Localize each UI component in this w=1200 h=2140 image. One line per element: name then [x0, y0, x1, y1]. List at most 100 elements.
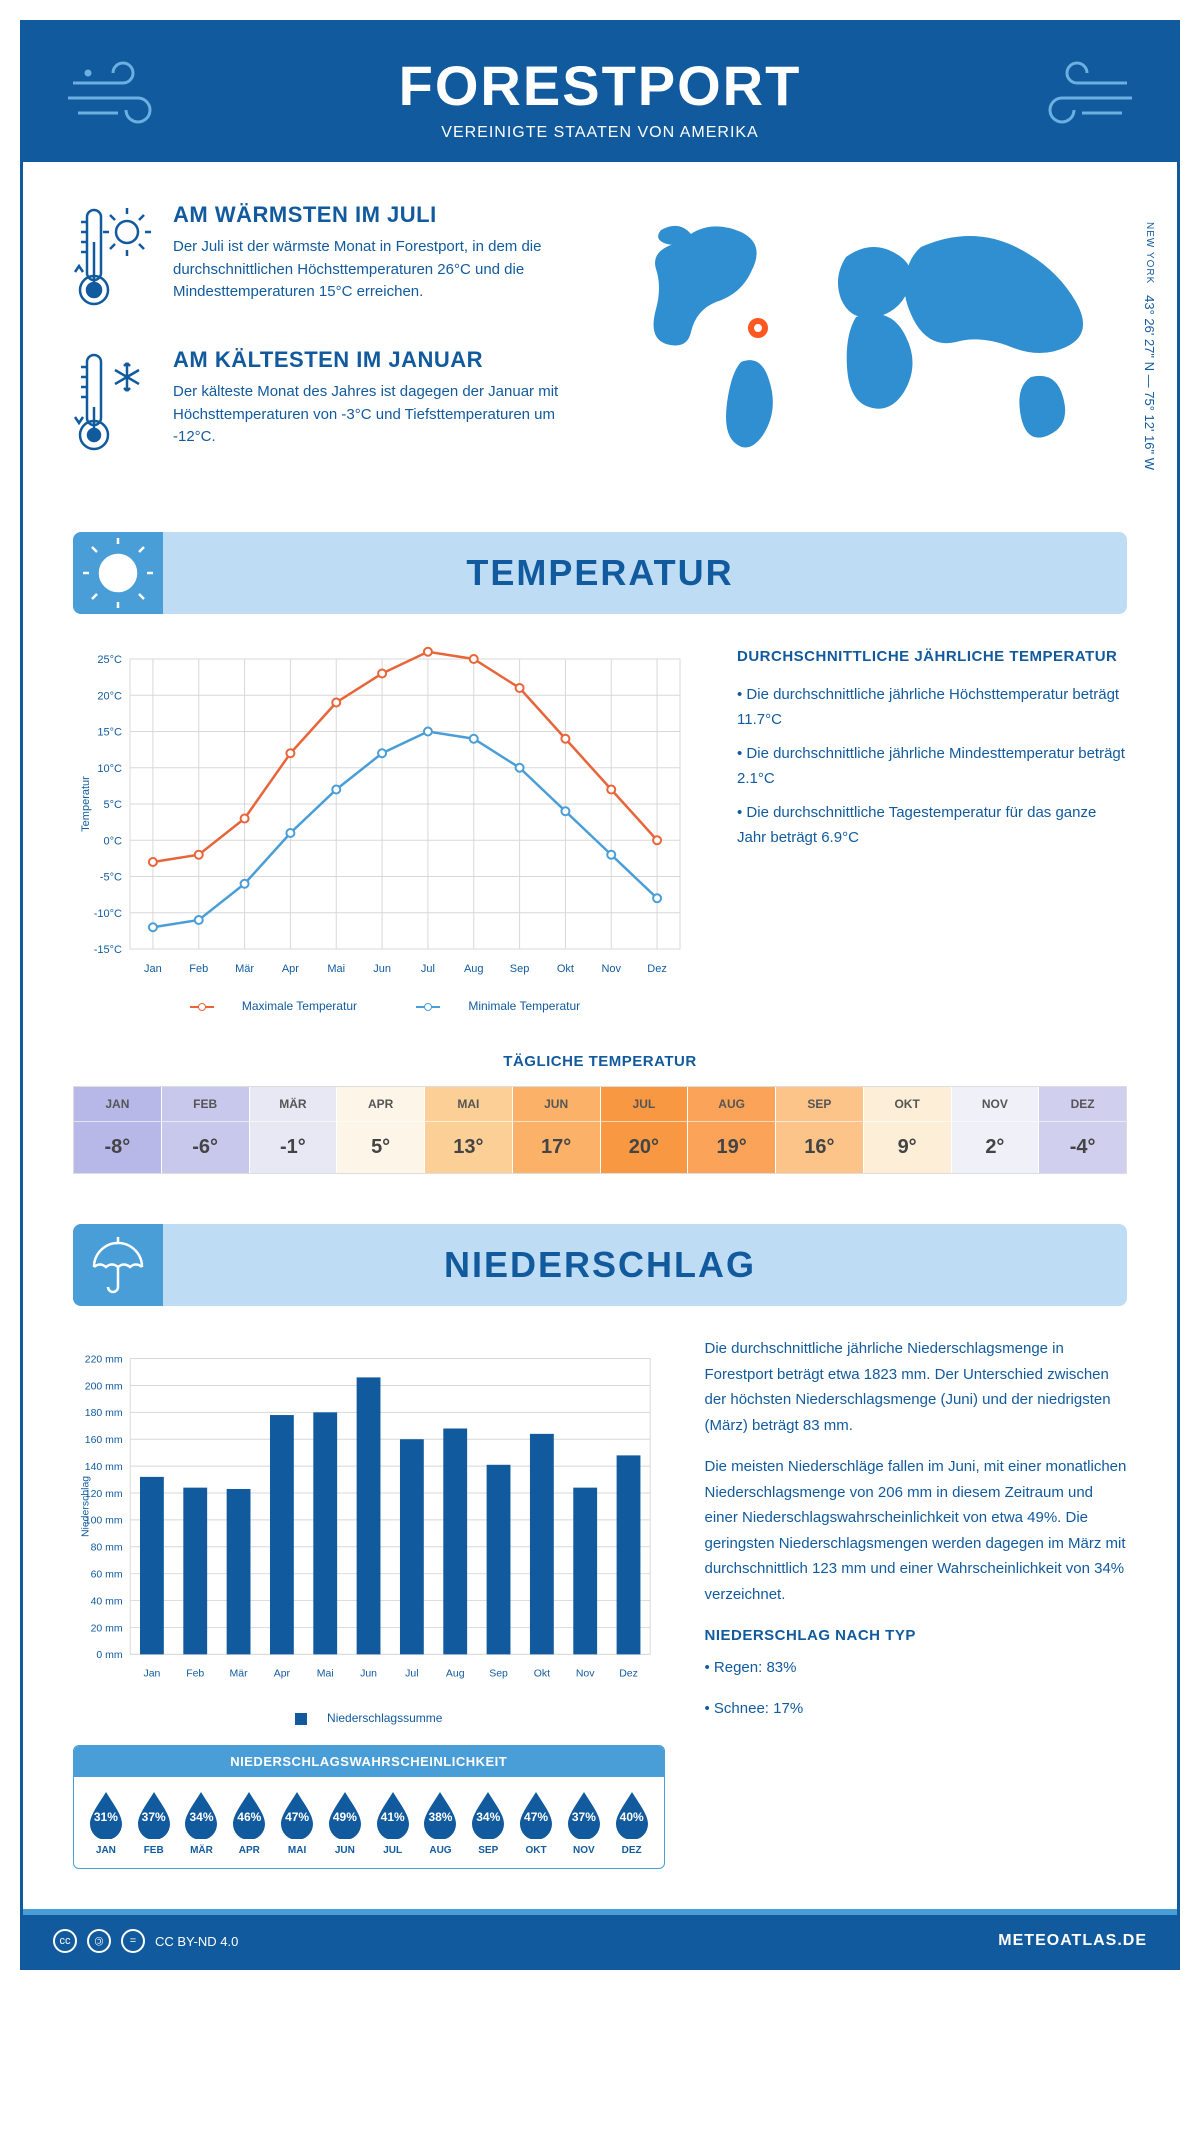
temp-cell: MAI13° — [425, 1087, 513, 1173]
temp-cell: APR5° — [337, 1087, 425, 1173]
temp-cell: SEP16° — [776, 1087, 864, 1173]
svg-text:Temperatur: Temperatur — [80, 776, 92, 832]
svg-text:Jul: Jul — [421, 963, 435, 975]
svg-text:20°C: 20°C — [97, 690, 122, 702]
prob-cell: 40%DEZ — [608, 1789, 656, 1856]
thermometer-sun-icon — [73, 202, 153, 317]
svg-text:15°C: 15°C — [97, 727, 122, 739]
svg-text:Mär: Mär — [230, 1668, 249, 1679]
svg-text:Feb: Feb — [189, 963, 208, 975]
prob-cell: 47%MAI — [273, 1789, 321, 1856]
section-title: NIEDERSCHLAG — [103, 1244, 1097, 1286]
temp-cell: NOV2° — [952, 1087, 1040, 1173]
cold-text: Der kälteste Monat des Jahres ist dagege… — [173, 381, 585, 449]
svg-text:Dez: Dez — [647, 963, 667, 975]
avg-temp-title: DURCHSCHNITTLICHE JÄHRLICHE TEMPERATUR — [737, 644, 1127, 670]
svg-text:Jul: Jul — [405, 1668, 418, 1679]
svg-text:200 mm: 200 mm — [85, 1381, 123, 1392]
temp-cell: JAN-8° — [74, 1087, 162, 1173]
svg-text:0 mm: 0 mm — [96, 1650, 122, 1661]
prob-cell: 41%JUL — [369, 1789, 417, 1856]
prob-cell: 37%FEB — [130, 1789, 178, 1856]
svg-text:-10°C: -10°C — [94, 908, 122, 920]
svg-text:Jan: Jan — [143, 1668, 160, 1679]
precip-type-rain: • Regen: 83% — [705, 1655, 1128, 1681]
svg-text:60 mm: 60 mm — [91, 1569, 123, 1580]
prob-cell: 49%JUN — [321, 1789, 369, 1856]
prob-cell: 31%JAN — [82, 1789, 130, 1856]
precip-type-title: NIEDERSCHLAG NACH TYP — [705, 1623, 1128, 1649]
svg-text:25°C: 25°C — [97, 654, 122, 666]
daily-temp-table: JAN-8°FEB-6°MÄR-1°APR5°MAI13°JUN17°JUL20… — [73, 1086, 1127, 1174]
temp-cell: OKT9° — [864, 1087, 952, 1173]
cold-title: AM KÄLTESTEN IM JANUAR — [173, 347, 585, 373]
section-title: TEMPERATUR — [103, 552, 1097, 594]
header: FORESTPORT VEREINIGTE STAATEN VON AMERIK… — [23, 23, 1177, 162]
svg-text:Mär: Mär — [235, 963, 254, 975]
svg-text:-5°C: -5°C — [100, 872, 122, 884]
svg-text:Feb: Feb — [186, 1668, 204, 1679]
svg-text:Aug: Aug — [464, 963, 484, 975]
temp-cell: AUG19° — [688, 1087, 776, 1173]
svg-text:Okt: Okt — [534, 1668, 550, 1679]
temperature-banner: TEMPERATUR — [73, 532, 1127, 614]
prob-cell: 34%SEP — [464, 1789, 512, 1856]
svg-text:Apr: Apr — [282, 963, 299, 975]
svg-text:Mai: Mai — [327, 963, 345, 975]
svg-text:5°C: 5°C — [104, 799, 123, 811]
svg-text:Dez: Dez — [619, 1668, 638, 1679]
prob-cell: 47%OKT — [512, 1789, 560, 1856]
svg-text:40 mm: 40 mm — [91, 1596, 123, 1607]
svg-text:140 mm: 140 mm — [85, 1462, 123, 1473]
cc-icon: cc — [53, 1929, 77, 1953]
svg-text:10°C: 10°C — [97, 763, 122, 775]
svg-text:Sep: Sep — [510, 963, 530, 975]
svg-text:-15°C: -15°C — [94, 944, 122, 956]
svg-text:Sep: Sep — [489, 1668, 508, 1679]
nd-icon: = — [121, 1929, 145, 1953]
precip-p1: Die durchschnittliche jährliche Niedersc… — [705, 1336, 1128, 1438]
prob-cell: 37%NOV — [560, 1789, 608, 1856]
temp-cell: MÄR-1° — [250, 1087, 338, 1173]
map-pin-icon — [748, 318, 768, 338]
world-map-icon — [615, 202, 1127, 462]
chart-legend: Niederschlagssumme — [73, 1711, 665, 1725]
wind-icon — [63, 53, 183, 133]
svg-text:Niederschlag: Niederschlag — [80, 1476, 91, 1537]
temp-cell: JUL20° — [601, 1087, 689, 1173]
temp-cell: JUN17° — [513, 1087, 601, 1173]
precipitation-banner: NIEDERSCHLAG — [73, 1224, 1127, 1306]
svg-text:0°C: 0°C — [104, 835, 123, 847]
svg-text:80 mm: 80 mm — [91, 1543, 123, 1554]
prob-cell: 34%MÄR — [178, 1789, 226, 1856]
avg-temp-b2: • Die durchschnittliche jährliche Mindes… — [737, 741, 1127, 792]
thermometer-snow-icon — [73, 347, 153, 462]
intro-section: AM WÄRMSTEN IM JULI Der Juli ist der wär… — [73, 202, 1127, 492]
warm-title: AM WÄRMSTEN IM JULI — [173, 202, 585, 228]
daily-temp-title: TÄGLICHE TEMPERATUR — [73, 1053, 1127, 1070]
page-subtitle: VEREINIGTE STAATEN VON AMERIKA — [43, 124, 1157, 142]
temp-cell: DEZ-4° — [1039, 1087, 1126, 1173]
svg-text:Nov: Nov — [601, 963, 621, 975]
svg-text:20 mm: 20 mm — [91, 1623, 123, 1634]
svg-text:Aug: Aug — [446, 1668, 465, 1679]
chart-legend: Maximale Temperatur Minimale Temperatur — [73, 999, 697, 1013]
site-name: METEOATLAS.DE — [998, 1932, 1147, 1950]
avg-temp-b1: • Die durchschnittliche jährliche Höchst… — [737, 682, 1127, 733]
footer: cc 🄯 = CC BY-ND 4.0 METEOATLAS.DE — [23, 1909, 1177, 1967]
umbrella-icon — [86, 1233, 150, 1297]
svg-text:Jan: Jan — [144, 963, 162, 975]
svg-text:Jun: Jun — [373, 963, 391, 975]
svg-text:180 mm: 180 mm — [85, 1408, 123, 1419]
svg-text:Nov: Nov — [576, 1668, 595, 1679]
avg-temp-b3: • Die durchschnittliche Tagestemperatur … — [737, 800, 1127, 851]
svg-text:220 mm: 220 mm — [85, 1354, 123, 1365]
svg-text:160 mm: 160 mm — [85, 1435, 123, 1446]
probability-title: NIEDERSCHLAGSWAHRSCHEINLICHKEIT — [74, 1746, 664, 1777]
by-icon: 🄯 — [87, 1929, 111, 1953]
coordinates: NEW YORK 43° 26' 27" N — 75° 12' 16" W — [1142, 222, 1157, 470]
temperature-line-chart: -15°C -10°C -5°C 0°C 5°C 10°C 15°C 20°C 25°C Jan F… — [73, 644, 697, 984]
sun-icon — [83, 538, 153, 608]
precipitation-bar-chart: 0 mm20 mm40 mm60 mm80 mm100 mm120 mm140 … — [73, 1336, 665, 1696]
precip-type-snow: • Schnee: 17% — [705, 1696, 1128, 1722]
